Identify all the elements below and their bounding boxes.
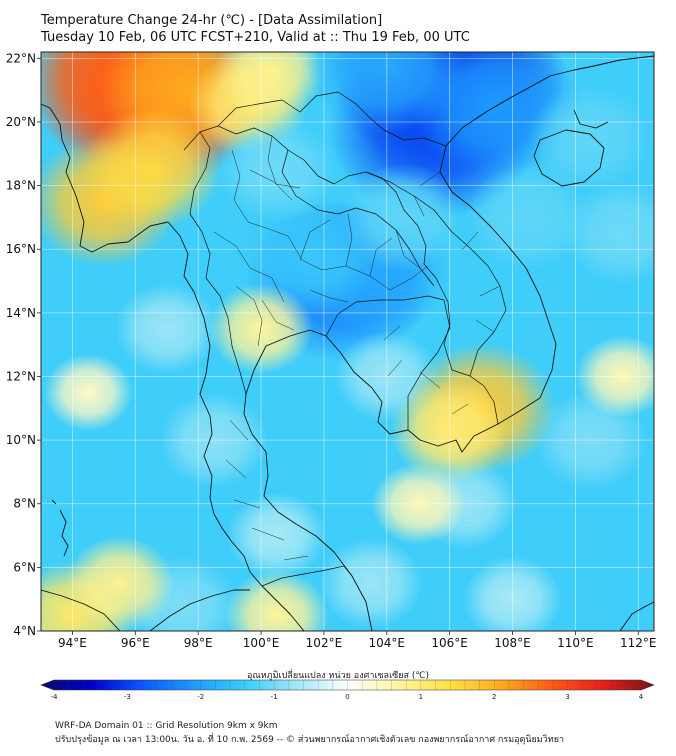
field-anomaly	[64, 535, 175, 631]
lon-tick-label: 108°E	[494, 636, 531, 650]
lat-tick-label: 10°N	[6, 433, 36, 447]
latitude-axis: 4°N 6°N 8°N 10°N 12°N 14°N 16°N 18°N 20°N 22°N	[6, 51, 41, 638]
thai-laos-border	[281, 149, 435, 287]
field-anomaly	[318, 537, 424, 629]
field-anomaly	[43, 353, 133, 432]
colorbar-ticks: -4 -3 -2 -1 0 1 2 3 4	[51, 680, 644, 701]
lat-tick-label: 16°N	[6, 242, 36, 256]
field-anomaly	[562, 181, 654, 286]
lon-tick-label: 98°E	[184, 636, 213, 650]
lon-tick-label: 94°E	[58, 636, 87, 650]
graticule-grid	[41, 52, 654, 631]
temperature-field	[41, 52, 654, 631]
plot-frame	[40, 51, 655, 632]
coastlines-and-borders	[41, 55, 654, 631]
borneo-coastline	[619, 601, 654, 631]
colorbar-tick-label: 1	[419, 693, 423, 701]
provincial-borders	[213, 135, 501, 561]
field-anomaly	[216, 117, 337, 222]
thai-cambodia-border	[325, 295, 445, 337]
lat-tick-label: 8°N	[13, 497, 36, 511]
andaman-islands	[59, 509, 69, 557]
laos-vietnam-border	[365, 171, 507, 377]
sumatra-coastline	[41, 589, 121, 631]
lat-tick-label: 6°N	[13, 560, 36, 574]
thai-malaysia-border	[261, 565, 353, 587]
field-anomaly	[81, 108, 221, 231]
colorbar-tick-label: 2	[492, 693, 496, 701]
lat-tick-label: 14°N	[6, 306, 36, 320]
footer-credit: ปรับปรุงข้อมูล ณ เวลา 13:00น. วัน อ. ที่…	[55, 735, 565, 745]
colorbar-tick-label: 3	[565, 693, 569, 701]
colorbar-tick-label: -2	[197, 693, 204, 701]
lat-tick-label: 12°N	[6, 369, 36, 383]
sumatra-east-coastline	[149, 589, 250, 631]
colorbar-tick-label: -4	[51, 693, 59, 701]
field-anomaly	[528, 83, 654, 193]
lon-tick-label: 96°E	[121, 636, 150, 650]
lon-tick-label: 112°E	[620, 636, 657, 650]
colorbar-tick-label: -3	[124, 693, 131, 701]
peninsula-west-coastline	[213, 513, 305, 631]
field-anomaly	[227, 492, 327, 579]
footer-model-info: WRF-DA Domain 01 :: Grid Resolution 9km …	[55, 721, 278, 731]
andaman-islet	[51, 499, 57, 505]
longitude-axis: 94°E 96°E 98°E 100°E 102°E 104°E 106°E 108°E 110…	[58, 631, 657, 650]
colorbar: -4 -3 -2 -1 0 1 2 3 4	[40, 679, 655, 701]
china-border	[217, 91, 447, 147]
colorbar-title: อุณหภูมิเปลี่ยนแปลง หน่วย องศาเซลเซียส (…	[246, 671, 430, 681]
colorbar-tick-label: 0	[345, 693, 349, 701]
hainan-island	[533, 129, 605, 187]
map-plot-area	[40, 51, 655, 632]
lon-tick-label: 100°E	[243, 636, 280, 650]
field-anomaly	[114, 283, 219, 375]
gulf-of-thailand-coastline	[245, 329, 475, 453]
field-anomaly	[340, 163, 465, 272]
map-subtitle: Tuesday 10 Feb, 06 UTC FCST+210, Valid a…	[41, 30, 470, 45]
lat-tick-label: 4°N	[13, 624, 36, 638]
colorbar-tick-label: 4	[639, 693, 644, 701]
lon-tick-label: 102°E	[306, 636, 343, 650]
cambodia-vietnam-border	[407, 299, 451, 430]
map-title: Temperature Change 24-hr (℃) - [Data Ass…	[41, 13, 383, 28]
lon-tick-label: 106°E	[431, 636, 468, 650]
lat-tick-label: 20°N	[6, 115, 36, 129]
myanmar-coastline	[41, 103, 215, 515]
leizhou-peninsula	[573, 109, 609, 129]
lon-tick-label: 110°E	[557, 636, 594, 650]
vietnam-coastline	[439, 55, 654, 437]
country-borders	[183, 125, 499, 425]
field-anomaly	[215, 52, 326, 119]
lon-tick-label: 104°E	[369, 636, 406, 650]
field-anomaly	[465, 163, 591, 272]
thai-myanmar-border	[189, 131, 247, 395]
lat-tick-label: 22°N	[6, 51, 36, 65]
lat-tick-label: 18°N	[6, 179, 36, 193]
colorbar-tick-label: -1	[271, 693, 278, 701]
